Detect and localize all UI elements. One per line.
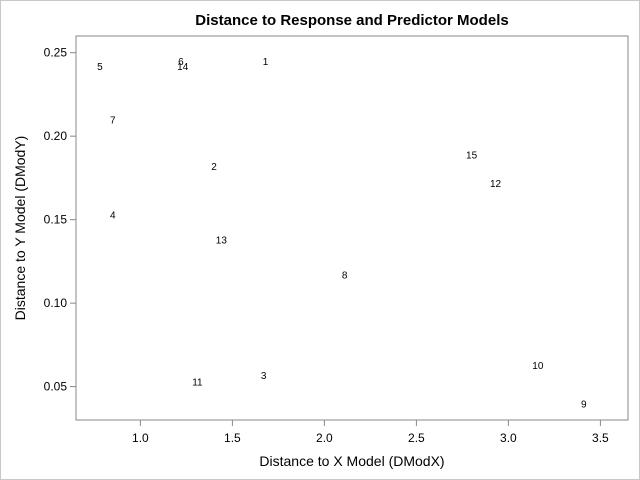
x-tick-label: 1.0 bbox=[132, 431, 149, 445]
data-point-label: 10 bbox=[532, 361, 544, 372]
data-point-label: 14 bbox=[177, 62, 189, 73]
data-point-label: 6 bbox=[178, 57, 184, 68]
y-tick-label: 0.15 bbox=[44, 213, 68, 227]
data-point-label: 13 bbox=[216, 236, 228, 247]
data-point-label: 9 bbox=[581, 399, 587, 410]
x-axis-label: Distance to X Model (DModX) bbox=[259, 453, 444, 469]
data-point-label: 12 bbox=[490, 179, 502, 190]
data-point-label: 8 bbox=[342, 271, 348, 282]
data-point-label: 1 bbox=[263, 57, 269, 68]
x-tick-label: 3.5 bbox=[592, 431, 609, 445]
data-point-label: 2 bbox=[211, 162, 217, 173]
data-point-label: 15 bbox=[466, 151, 478, 162]
y-axis: 0.05 0.10 0.15 0.20 0.25 bbox=[44, 46, 76, 394]
data-point-label: 3 bbox=[261, 371, 267, 382]
y-axis-label: Distance to Y Model (DModY) bbox=[12, 136, 28, 321]
x-tick-label: 1.5 bbox=[224, 431, 241, 445]
x-tick-label: 3.0 bbox=[500, 431, 517, 445]
data-point-label: 7 bbox=[110, 115, 116, 126]
y-tick-label: 0.10 bbox=[44, 296, 68, 310]
y-tick-label: 0.05 bbox=[44, 380, 68, 394]
data-point-label: 4 bbox=[110, 211, 116, 222]
x-axis: 1.0 1.5 2.0 2.5 3.0 3.5 bbox=[132, 420, 609, 445]
data-point-label: 5 bbox=[97, 62, 103, 73]
plot-area-frame bbox=[75, 35, 629, 421]
y-tick-label: 0.20 bbox=[44, 129, 68, 143]
chart-title: Distance to Response and Predictor Model… bbox=[195, 12, 508, 29]
x-tick-label: 2.5 bbox=[408, 431, 425, 445]
data-point-label: 11 bbox=[192, 378, 203, 389]
x-tick-label: 2.0 bbox=[316, 431, 333, 445]
y-tick-label: 0.25 bbox=[44, 46, 68, 60]
